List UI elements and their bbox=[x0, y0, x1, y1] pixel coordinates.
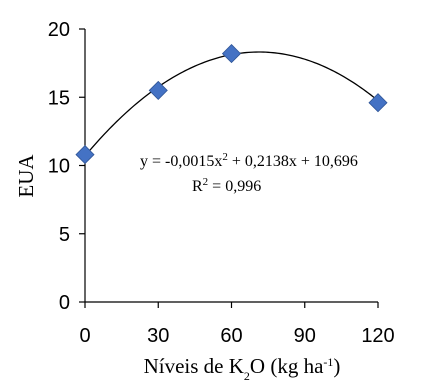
y-tick-label: 0 bbox=[59, 292, 70, 314]
data-point bbox=[221, 44, 242, 64]
plot-area: 0 5 10 15 20 0 30 60 90 120 bbox=[48, 19, 395, 347]
data-point bbox=[75, 145, 95, 165]
y-tick-label: 15 bbox=[48, 87, 70, 109]
y-tick-label: 10 bbox=[48, 156, 70, 178]
y-tick-label: 5 bbox=[59, 224, 70, 246]
x-axis-title: Níveis de K2O (kg ha-1) bbox=[144, 354, 341, 381]
x-ticks: 0 30 60 90 120 bbox=[79, 302, 395, 347]
y-ticks: 0 5 10 15 20 bbox=[48, 19, 85, 314]
y-axis-title: EUA bbox=[14, 154, 38, 198]
data-point bbox=[148, 80, 168, 100]
y-tick-label: 20 bbox=[48, 19, 70, 41]
x-tick-label: 60 bbox=[220, 325, 242, 347]
data-markers bbox=[75, 44, 388, 165]
x-tick-label: 90 bbox=[294, 325, 316, 347]
x-tick-label: 0 bbox=[79, 325, 90, 347]
equation-label: y = -0,0015x2 + 0,2138x + 10,696 bbox=[140, 151, 358, 170]
x-tick-label: 120 bbox=[361, 325, 394, 347]
x-tick-label: 30 bbox=[147, 325, 169, 347]
r-squared-label: R2 = 0,996 bbox=[192, 176, 261, 195]
trendline bbox=[84, 51, 379, 157]
data-point bbox=[368, 93, 388, 113]
